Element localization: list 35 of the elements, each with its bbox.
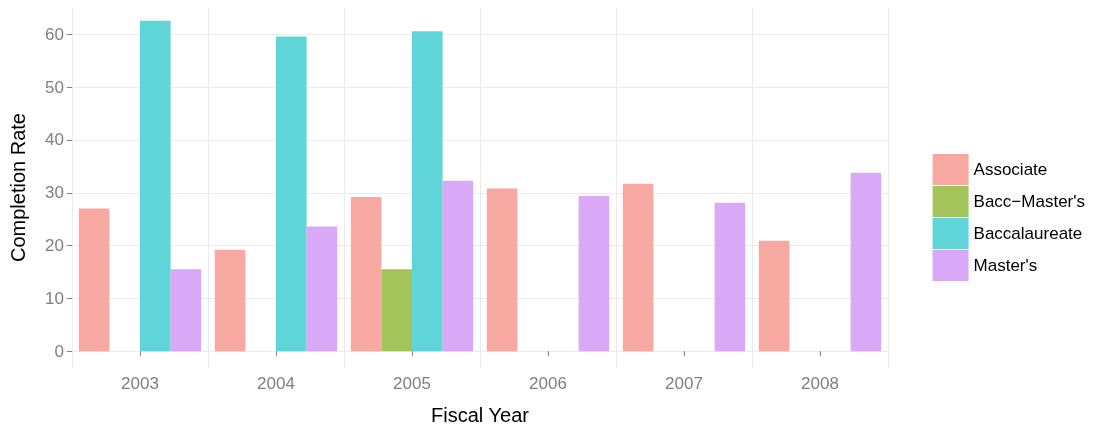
bar (442, 180, 474, 352)
legend-label: Baccalaureate (973, 224, 1083, 243)
y-tick-label: 50 (45, 77, 64, 97)
x-axis-title: Fiscal Year (431, 404, 530, 426)
legend-label: Associate (973, 160, 1048, 179)
y-tick-label: 60 (45, 24, 64, 44)
bar (140, 20, 171, 352)
legend-label: Master's (973, 256, 1038, 275)
x-tick-label: 2003 (121, 374, 159, 393)
y-tick-label: 40 (45, 130, 64, 150)
bar (758, 240, 790, 352)
legend-label: Bacc−Master's (973, 192, 1085, 211)
x-tick-label: 2004 (257, 374, 295, 393)
y-tick-label: 0 (54, 341, 64, 361)
bar (214, 249, 246, 352)
x-tick-label: 2007 (665, 374, 703, 393)
y-tick-label: 30 (45, 183, 64, 203)
bar (170, 269, 202, 352)
bar (850, 172, 882, 352)
bar (578, 195, 610, 352)
bar (78, 208, 110, 352)
bar (714, 202, 746, 352)
y-tick-label: 20 (45, 236, 64, 256)
bar (486, 188, 518, 352)
y-axis-title: Completion Rate (7, 113, 29, 262)
bar (306, 226, 338, 352)
y-tick-label: 10 (45, 288, 64, 308)
bar (350, 197, 382, 352)
bar (412, 31, 443, 352)
x-tick-label: 2006 (529, 374, 567, 393)
x-tick-label: 2008 (801, 374, 839, 393)
bar (622, 183, 654, 352)
x-tick-label: 2005 (393, 374, 431, 393)
bar (381, 269, 412, 352)
bar (276, 36, 307, 352)
